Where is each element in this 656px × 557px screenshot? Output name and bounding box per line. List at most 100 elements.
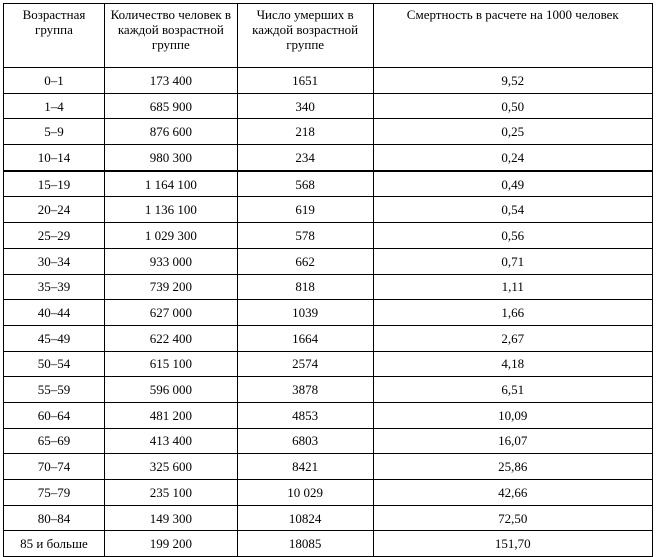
table-row: 0–1 173 400 1651 9,52: [3, 67, 654, 94]
table-row: 1–4 685 900 340 0,50: [3, 92, 654, 120]
cell-population: 622 400: [103, 324, 238, 352]
cell-mortality-rate: 2,67: [372, 324, 654, 352]
cell-deaths: 1664: [236, 324, 374, 352]
cell-deaths: 10 029: [236, 479, 374, 506]
cell-mortality-rate: 25,86: [372, 453, 654, 480]
cell-deaths: 10824: [236, 504, 374, 532]
cell-age-group: 60–64: [3, 401, 105, 429]
header-mortality-rate: Смертность в расчете на 1000 человек: [372, 3, 654, 68]
mortality-table: Возрастная группа Количество человек в к…: [3, 3, 654, 557]
table-row: 50–54 615 100 2574 4,18: [3, 350, 654, 378]
cell-population: 685 900: [103, 92, 238, 120]
table-row: 35–39 739 200 818 1,11: [3, 273, 654, 301]
cell-age-group: 45–49: [3, 324, 105, 352]
table-row: 10–14 980 300 234 0,24: [3, 144, 654, 172]
cell-age-group: 0–1: [3, 67, 105, 94]
cell-deaths: 6803: [236, 427, 374, 455]
cell-mortality-rate: 0,49: [372, 170, 654, 198]
cell-population: 876 600: [103, 118, 238, 146]
cell-population: 149 300: [103, 504, 238, 532]
cell-deaths: 8421: [236, 453, 374, 480]
cell-mortality-rate: 1,66: [372, 299, 654, 326]
cell-mortality-rate: 10,09: [372, 401, 654, 429]
cell-population: 596 000: [103, 376, 238, 403]
cell-population: 615 100: [103, 350, 238, 378]
cell-age-group: 1–4: [3, 92, 105, 120]
cell-mortality-rate: 9,52: [372, 67, 654, 94]
cell-population: 627 000: [103, 299, 238, 326]
cell-age-group: 40–44: [3, 299, 105, 326]
table-row: 25–29 1 029 300 578 0,56: [3, 222, 654, 249]
cell-mortality-rate: 0,50: [372, 92, 654, 120]
table-row: 55–59 596 000 3878 6,51: [3, 376, 654, 403]
table-row: 5–9 876 600 218 0,25: [3, 118, 654, 146]
cell-mortality-rate: 0,54: [372, 196, 654, 224]
cell-age-group: 85 и больше: [3, 530, 105, 557]
cell-age-group: 75–79: [3, 479, 105, 506]
cell-population: 980 300: [103, 144, 238, 172]
cell-deaths: 340: [236, 92, 374, 120]
cell-age-group: 70–74: [3, 453, 105, 480]
cell-age-group: 25–29: [3, 222, 105, 249]
cell-mortality-rate: 0,71: [372, 247, 654, 275]
cell-population: 413 400: [103, 427, 238, 455]
table-row: 75–79 235 100 10 029 42,66: [3, 479, 654, 506]
table-row: 60–64 481 200 4853 10,09: [3, 401, 654, 429]
cell-mortality-rate: 0,24: [372, 144, 654, 172]
cell-deaths: 4853: [236, 401, 374, 429]
cell-mortality-rate: 1,11: [372, 273, 654, 301]
header-row: Возрастная группа Количество человек в к…: [3, 3, 654, 68]
table-row: 15–19 1 164 100 568 0,49: [3, 170, 654, 198]
cell-age-group: 50–54: [3, 350, 105, 378]
cell-population: 173 400: [103, 67, 238, 94]
cell-deaths: 3878: [236, 376, 374, 403]
cell-deaths: 662: [236, 247, 374, 275]
cell-age-group: 30–34: [3, 247, 105, 275]
cell-deaths: 1651: [236, 67, 374, 94]
cell-age-group: 65–69: [3, 427, 105, 455]
cell-deaths: 1039: [236, 299, 374, 326]
cell-age-group: 10–14: [3, 144, 105, 172]
table-row: 40–44 627 000 1039 1,66: [3, 299, 654, 326]
cell-deaths: 578: [236, 222, 374, 249]
cell-deaths: 18085: [236, 530, 374, 557]
table-row: 65–69 413 400 6803 16,07: [3, 427, 654, 455]
cell-age-group: 35–39: [3, 273, 105, 301]
cell-mortality-rate: 0,56: [372, 222, 654, 249]
table-row: 30–34 933 000 662 0,71: [3, 247, 654, 275]
cell-population: 1 136 100: [103, 196, 238, 224]
cell-mortality-rate: 72,50: [372, 504, 654, 532]
cell-mortality-rate: 0,25: [372, 118, 654, 146]
table-row: 70–74 325 600 8421 25,86: [3, 453, 654, 480]
cell-deaths: 234: [236, 144, 374, 172]
cell-population: 739 200: [103, 273, 238, 301]
cell-population: 325 600: [103, 453, 238, 480]
cell-deaths: 218: [236, 118, 374, 146]
cell-mortality-rate: 42,66: [372, 479, 654, 506]
cell-population: 1 029 300: [103, 222, 238, 249]
cell-deaths: 818: [236, 273, 374, 301]
cell-population: 199 200: [103, 530, 238, 557]
table-row: 80–84 149 300 10824 72,50: [3, 504, 654, 532]
cell-population: 933 000: [103, 247, 238, 275]
cell-age-group: 5–9: [3, 118, 105, 146]
cell-mortality-rate: 4,18: [372, 350, 654, 378]
cell-mortality-rate: 6,51: [372, 376, 654, 403]
table-row: 85 и больше 199 200 18085 151,70: [3, 530, 654, 557]
cell-age-group: 80–84: [3, 504, 105, 532]
cell-deaths: 2574: [236, 350, 374, 378]
cell-age-group: 15–19: [3, 170, 105, 198]
cell-mortality-rate: 16,07: [372, 427, 654, 455]
cell-mortality-rate: 151,70: [372, 530, 654, 557]
cell-deaths: 568: [236, 170, 374, 198]
cell-population: 235 100: [103, 479, 238, 506]
table-row: 20–24 1 136 100 619 0,54: [3, 196, 654, 224]
cell-population: 481 200: [103, 401, 238, 429]
cell-deaths: 619: [236, 196, 374, 224]
header-age-group: Возрастная группа: [3, 3, 105, 68]
header-population: Количество человек в каждой возрастной г…: [103, 3, 238, 68]
cell-age-group: 55–59: [3, 376, 105, 403]
cell-population: 1 164 100: [103, 170, 238, 198]
table-row: 45–49 622 400 1664 2,67: [3, 324, 654, 352]
header-deaths: Число умерших в каждой возрастной группе: [236, 3, 374, 68]
